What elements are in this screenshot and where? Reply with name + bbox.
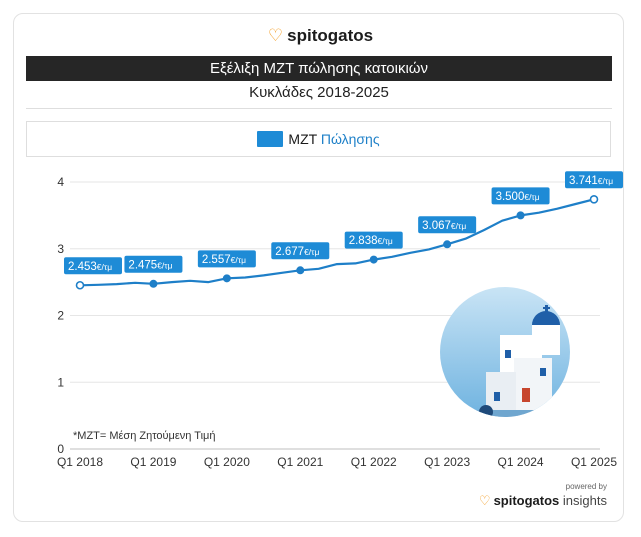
y-tick-label: 0: [57, 442, 64, 456]
legend: ΜΖΤ Πώλησης: [26, 121, 611, 157]
x-tick-label: Q1 2018: [57, 455, 103, 469]
data-label: 2.475€/τμ: [128, 259, 172, 271]
footnote: *ΜΖΤ= Μέση Ζητούμενη Τιμή: [73, 430, 216, 442]
legend-label: ΜΖΤ Πώλησης: [288, 131, 379, 147]
footer-brand-bold: spitogatos: [493, 493, 560, 508]
x-tick-label: Q1 2019: [130, 455, 176, 469]
data-label: 3.500€/τμ: [496, 191, 540, 203]
y-tick-label: 1: [57, 375, 64, 389]
footer-brand-light: insights: [562, 493, 607, 508]
y-tick-label: 2: [57, 309, 64, 323]
data-point: [369, 255, 378, 264]
data-label-box: [418, 216, 477, 234]
data-point: [222, 274, 231, 283]
data-label: 2.677€/τμ: [275, 246, 319, 258]
chart-title: Εξέλιξη ΜΖΤ πώλησης κατοικιών: [209, 60, 428, 77]
brand-logo: ♡ spitogatos: [0, 26, 641, 46]
x-tick-label: Q1 2022: [351, 455, 397, 469]
y-tick-label: 3: [57, 242, 64, 256]
data-point: [149, 279, 158, 288]
data-label-box: [565, 171, 623, 189]
data-label: 3.067€/τμ: [422, 220, 466, 232]
brand-name: spitogatos: [287, 26, 374, 45]
data-point: [516, 211, 525, 220]
x-tick-label: Q1 2024: [498, 455, 544, 469]
data-label: 2.557€/τμ: [202, 254, 246, 266]
data-point: [589, 194, 599, 204]
chart-title-bar: Εξέλιξη ΜΖΤ πώλησης κατοικιών: [26, 56, 612, 81]
x-tick-label: Q1 2025: [571, 455, 617, 469]
data-label: 2.838€/τμ: [349, 235, 393, 247]
y-axis: 0 1 2 3 4: [57, 175, 64, 456]
santorini-illustration: [440, 287, 570, 417]
grid: [70, 181, 600, 450]
data-point: [75, 280, 85, 290]
series-line: [75, 194, 599, 290]
legend-swatch: [257, 131, 284, 147]
series-path: [79, 198, 595, 287]
powered-by-text: powered by: [565, 482, 607, 491]
data-label-box: [124, 255, 183, 273]
data-label-box: [197, 250, 256, 268]
data-label-box: [271, 242, 330, 260]
legend-highlight: Πώλησης: [320, 131, 380, 147]
x-tick-label: Q1 2023: [424, 455, 470, 469]
data-label-box: [64, 257, 122, 275]
x-tick-label: Q1 2021: [277, 455, 323, 469]
y-tick-label: 4: [57, 175, 64, 189]
footer-brand: ♡ spitogatos insights: [479, 493, 607, 509]
data-labels: 2.453€/τμ 2.475€/τμ 2.557€/τμ 2.677€/τμ 2.83…: [64, 171, 623, 275]
cat-logo-icon: ♡: [267, 26, 284, 45]
data-label: 3.741€/τμ: [569, 175, 613, 187]
x-axis: Q1 2018 Q1 2019 Q1 2020 Q1 2021 Q1 2022 Q1 20…: [57, 455, 617, 469]
data-label-box: [344, 231, 403, 249]
chart-subtitle: Κυκλάδες 2018-2025: [26, 84, 612, 109]
data-label: 2.453€/τμ: [68, 261, 112, 273]
cat-logo-icon: ♡: [478, 493, 491, 508]
data-label-box: [491, 187, 550, 205]
x-tick-label: Q1 2020: [204, 455, 250, 469]
data-point: [296, 266, 305, 275]
data-point: [443, 240, 452, 249]
legend-prefix: ΜΖΤ: [288, 131, 321, 147]
